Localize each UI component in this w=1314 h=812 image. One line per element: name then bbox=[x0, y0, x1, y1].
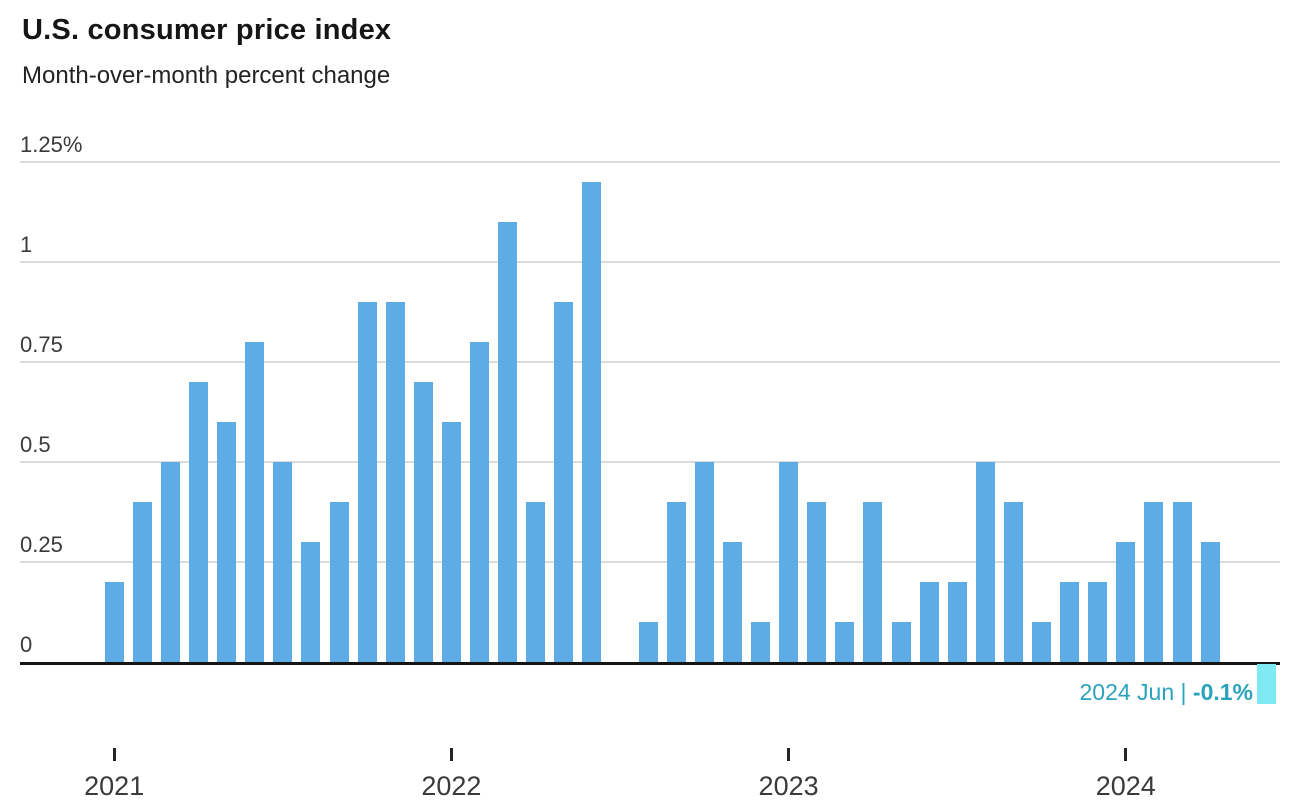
bar-2022-mar bbox=[498, 222, 518, 662]
bar-2021-oct bbox=[357, 302, 377, 662]
bar-2021-aug bbox=[301, 542, 321, 662]
bar-2023-mar bbox=[835, 622, 855, 662]
y-axis-label: 0.5 bbox=[20, 432, 51, 457]
gridline-1 bbox=[20, 261, 1280, 263]
chart-subtitle: Month-over-month percent change bbox=[22, 62, 391, 89]
bar-2021-jan bbox=[104, 582, 124, 662]
bar-2023-nov bbox=[1060, 582, 1080, 662]
x-axis-label-2022: 2022 bbox=[421, 771, 482, 801]
x-axis-label-2023: 2023 bbox=[758, 771, 819, 801]
bar-2023-aug bbox=[975, 462, 995, 662]
bar-2024-apr bbox=[1200, 542, 1220, 662]
bar-2021-may bbox=[217, 422, 237, 662]
y-axis-label: 0 bbox=[20, 632, 33, 657]
x-axis-tick-2021 bbox=[112, 748, 116, 761]
bar-2022-sep bbox=[666, 502, 686, 662]
bar-2023-oct bbox=[1032, 622, 1051, 662]
bar-2024-feb bbox=[1144, 502, 1164, 662]
plot-area bbox=[20, 161, 1280, 704]
gridline-0.25 bbox=[20, 561, 1280, 563]
bar-2022-apr bbox=[526, 502, 546, 662]
bar-2021-feb bbox=[132, 502, 152, 662]
y-axis-label: 0.25 bbox=[20, 532, 63, 557]
bar-2021-apr bbox=[189, 382, 208, 662]
x-axis-label-2024: 2024 bbox=[1095, 771, 1156, 801]
bar-2023-dec bbox=[1088, 582, 1108, 662]
y-axis-label: 1 bbox=[20, 232, 33, 257]
bar-2022-aug bbox=[638, 622, 658, 662]
gridline-0.75 bbox=[20, 361, 1280, 363]
x-axis-tick-2022 bbox=[449, 748, 453, 761]
bar-2023-jun bbox=[919, 582, 939, 662]
bar-2022-feb bbox=[470, 342, 489, 662]
bar-2022-oct bbox=[694, 462, 714, 662]
bar-2023-may bbox=[891, 622, 911, 662]
bar-2022-nov bbox=[722, 542, 742, 662]
bar-2023-apr bbox=[863, 502, 883, 662]
gridline-1.25% bbox=[20, 161, 1280, 163]
bar-2021-jun bbox=[245, 342, 265, 662]
x-axis-tick-2023 bbox=[787, 748, 791, 761]
bar-2022-may bbox=[554, 302, 574, 662]
bar-2023-jul bbox=[947, 582, 967, 662]
bar-2023-sep bbox=[1003, 502, 1023, 662]
bar-2021-mar bbox=[160, 462, 180, 662]
highlight-annotation-prefix: 2024 Jun | bbox=[1079, 679, 1193, 705]
highlight-annotation-value: -0.1% bbox=[1192, 679, 1253, 705]
x-axis-tick-2024 bbox=[1124, 748, 1128, 761]
bar-2023-jan bbox=[779, 462, 799, 662]
bar-2022-jan bbox=[441, 422, 461, 662]
bar-2022-dec bbox=[751, 622, 770, 662]
bar-2024-jun bbox=[1256, 664, 1276, 704]
bar-2024-mar bbox=[1172, 502, 1192, 662]
bar-2021-dec bbox=[413, 382, 433, 662]
chart-title: U.S. consumer price index bbox=[22, 14, 392, 46]
bar-2024-jan bbox=[1116, 542, 1136, 662]
highlight-annotation: 2024 Jun | -0.1% bbox=[1080, 679, 1254, 706]
y-axis-label: 0.75 bbox=[20, 332, 63, 357]
bar-2021-nov bbox=[385, 302, 405, 662]
x-axis-label-2021: 2021 bbox=[84, 771, 145, 801]
gridline-0.5 bbox=[20, 461, 1280, 463]
y-axis-label: 1.25% bbox=[20, 132, 83, 157]
bar-2023-feb bbox=[807, 502, 827, 662]
bar-2022-jun bbox=[582, 182, 602, 662]
bar-2021-sep bbox=[329, 502, 349, 662]
bar-2021-jul bbox=[273, 462, 293, 662]
